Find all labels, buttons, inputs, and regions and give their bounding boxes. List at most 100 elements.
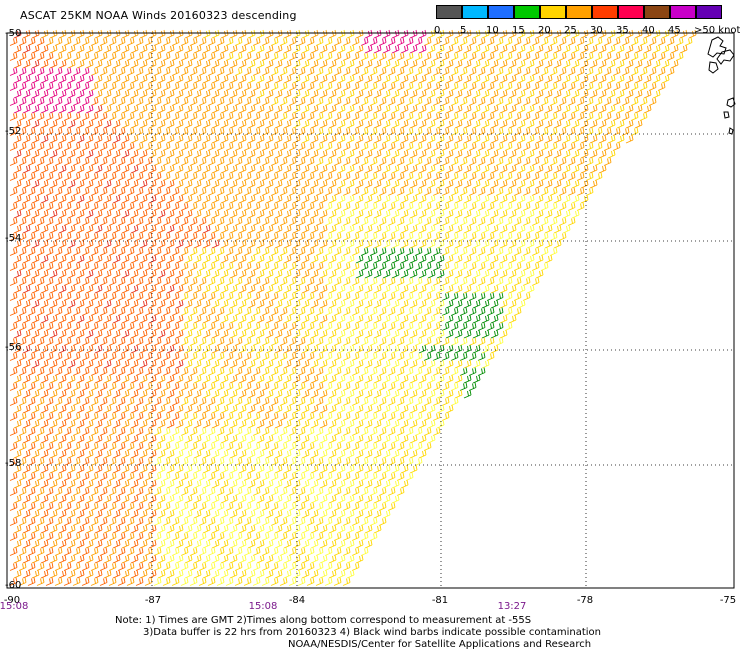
wind-barb: [180, 52, 189, 61]
wind-barb: [508, 179, 517, 189]
wind-barb: [225, 457, 234, 466]
wind-barb: [76, 449, 85, 459]
wind-barb: [40, 344, 49, 354]
wind-barb: [238, 434, 247, 444]
wind-barb: [513, 202, 522, 211]
wind-barb: [126, 262, 135, 271]
wind-barb: [229, 74, 238, 84]
wind-barb: [225, 442, 234, 451]
wind-barb: [378, 37, 387, 46]
wind-barb: [544, 74, 553, 84]
wind-barb: [108, 232, 117, 241]
wind-barb: [436, 44, 445, 54]
wind-barb: [76, 164, 85, 174]
wind-barb: [297, 472, 306, 481]
wind-barb: [49, 239, 58, 249]
wind-barb: [72, 97, 81, 106]
wind-barb: [207, 232, 216, 241]
wind-barb: [27, 277, 36, 286]
wind-barb: [112, 89, 121, 99]
wind-barb: [301, 74, 310, 84]
wind-barb: [54, 82, 63, 91]
wind-barb: [324, 442, 333, 451]
wind-barb: [499, 194, 508, 204]
wind-barb: [661, 74, 670, 84]
wind-barb: [94, 149, 103, 159]
wind-barb: [58, 254, 67, 264]
wind-barb: [310, 344, 319, 354]
wind-barb: [337, 59, 346, 69]
wind-barb: [243, 52, 252, 61]
wind-barb: [432, 112, 441, 121]
wind-barb: [166, 314, 175, 324]
wind-barb: [540, 97, 549, 106]
wind-barb: [301, 404, 310, 414]
wind-barb: [319, 44, 328, 54]
wind-barb: [193, 434, 202, 444]
wind-barb: [126, 67, 135, 76]
wind-barb: [166, 464, 175, 474]
wind-barb: [301, 284, 310, 294]
wind-barb: [81, 412, 90, 421]
wind-barb: [153, 472, 162, 481]
wind-barb: [85, 29, 94, 39]
wind-barb: [193, 284, 202, 294]
wind-barb: [337, 224, 346, 234]
wind-barb: [18, 577, 27, 586]
wind-barb: [157, 389, 166, 399]
wind-barb: [184, 59, 193, 69]
wind-barb: [301, 479, 310, 489]
wind-barb: [315, 277, 324, 286]
wind-barb: [229, 239, 238, 249]
wind-barb: [315, 517, 324, 526]
wind-barb: [396, 382, 405, 391]
wind-barb: [351, 82, 360, 91]
wind-barb: [216, 142, 225, 151]
wind-barb: [346, 29, 355, 39]
lat-label-52: -52: [5, 126, 22, 137]
wind-barb: [58, 344, 67, 354]
wind-barb: [162, 202, 171, 211]
wind-barb: [234, 412, 243, 421]
wind-barb: [288, 412, 297, 421]
wind-barb: [234, 502, 243, 511]
wind-barb: [594, 112, 603, 121]
wind-barb: [121, 179, 130, 189]
wind-barb: [157, 74, 166, 84]
wind-barb: [144, 517, 153, 526]
wind-barb: [126, 232, 135, 241]
wind-barb: [310, 329, 319, 339]
wind-barb: [27, 67, 36, 76]
wind-barb: [603, 97, 612, 106]
wind-barb: [378, 307, 387, 316]
wind-barb: [445, 299, 454, 309]
wind-barb: [666, 52, 675, 61]
wind-barb: [135, 67, 144, 76]
wind-barb: [535, 254, 544, 264]
wind-barb: [54, 472, 63, 481]
wind-barb: [355, 539, 364, 549]
wind-barb: [94, 449, 103, 459]
wind-barb: [130, 389, 139, 399]
wind-barb: [346, 314, 355, 324]
wind-barb: [13, 344, 22, 354]
wind-barb: [337, 434, 346, 444]
wind-barb: [18, 202, 27, 211]
wind-barb: [238, 239, 247, 249]
wind-barb: [234, 37, 243, 46]
wind-barb: [553, 119, 562, 129]
wind-barb: [297, 307, 306, 316]
wind-barb: [220, 494, 229, 504]
wind-barb: [594, 52, 603, 61]
wind-barb: [364, 509, 373, 519]
wind-barb: [400, 419, 409, 429]
wind-barb: [427, 149, 436, 159]
wind-barb: [166, 134, 175, 144]
wind-barb: [468, 52, 477, 61]
wind-barb: [360, 367, 369, 376]
wind-barb: [531, 217, 540, 226]
wind-barb: [337, 569, 346, 579]
wind-barb: [13, 524, 22, 534]
wind-barb: [76, 479, 85, 489]
wind-barb: [22, 44, 31, 54]
